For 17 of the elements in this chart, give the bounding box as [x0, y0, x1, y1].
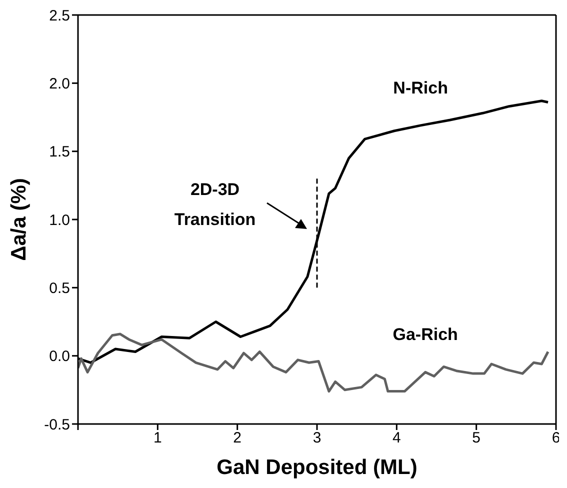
x-axis-title: GaN Deposited (ML) — [216, 456, 418, 479]
y-tick-label: 0.5 — [49, 280, 70, 297]
annotation: 2D-3D Transition — [174, 180, 256, 229]
y-tick-label: 2.5 — [49, 7, 70, 24]
x-tick-label: 5 — [472, 430, 481, 447]
x-tick-label: 4 — [392, 430, 401, 447]
y-tick-label: 1.5 — [49, 144, 70, 161]
x-tick-label: 3 — [312, 430, 322, 447]
y-tick-label: 1.0 — [49, 212, 70, 229]
y-tick-label: 2.0 — [49, 75, 70, 92]
y-axis-title: Δa/a (%) — [7, 178, 30, 261]
series-label: N-Rich — [393, 78, 448, 98]
series-label: Ga-Rich — [392, 325, 458, 344]
y-tick-label: 0.0 — [49, 348, 70, 366]
y-tick-label: -0.5 — [44, 416, 70, 434]
x-tick-label: 2 — [233, 430, 242, 447]
x-tick-label: 1 — [153, 430, 162, 447]
